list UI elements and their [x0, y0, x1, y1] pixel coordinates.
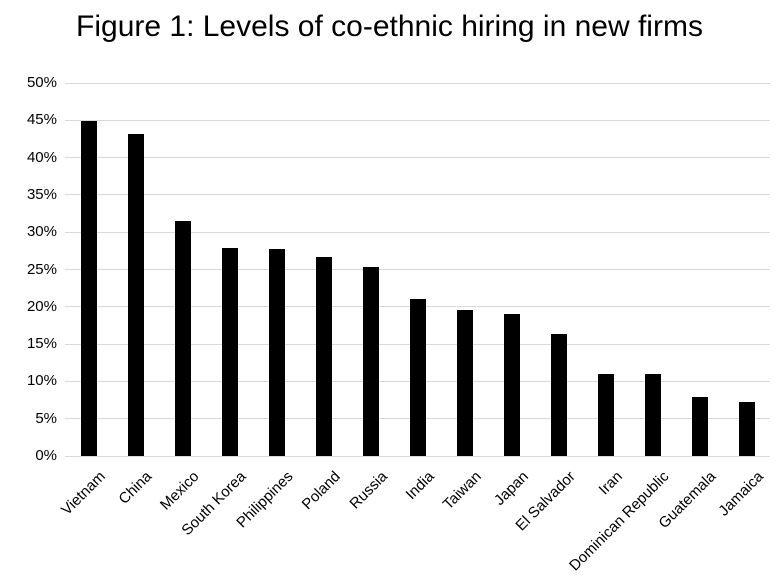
- y-axis-tick-label-50: 50%: [26, 74, 57, 91]
- y-axis-tick-label-15: 15%: [26, 335, 57, 353]
- x-axis-tick-label-russia: Russia: [346, 468, 391, 513]
- bar-philippines: [268, 249, 285, 456]
- bar-russia: [362, 266, 379, 456]
- bar-iran: [597, 373, 614, 456]
- x-axis-tick-label-taiwan: Taiwan: [439, 468, 485, 514]
- x-axis-tick-label-vietnam: Vietnam: [57, 468, 109, 519]
- chart-title: Figure 1: Levels of co-ethnic hiring in …: [76, 10, 703, 43]
- bar-china: [127, 133, 144, 456]
- x-axis-tick-label-china: China: [115, 468, 156, 508]
- bar-guatemala: [691, 397, 708, 456]
- gridline-40: [65, 157, 770, 159]
- plot-area: Vietnam China Mexico South Korea Philippines…: [58, 82, 770, 574]
- gridline-50: [65, 82, 770, 84]
- gridline-45: [65, 119, 770, 121]
- x-axis-tick-label-mexico: Mexico: [156, 468, 203, 514]
- y-axis-tick-label-20: 20%: [26, 297, 57, 315]
- x-axis-tick-label-iran: Iran: [595, 468, 626, 499]
- gridline-30: [65, 231, 770, 233]
- x-axis-tick-label-poland: Poland: [298, 468, 344, 514]
- x-axis-tick-label-jamaica: Jamaica: [715, 468, 767, 520]
- gridline-0: [65, 455, 770, 457]
- bar-vietnam: [80, 121, 97, 456]
- bar-india: [409, 298, 426, 456]
- bar-taiwan: [456, 309, 473, 456]
- bar-jamaica: [738, 402, 755, 456]
- y-axis-tick-label-25: 25%: [26, 260, 57, 278]
- x-axis-tick-label-india: India: [402, 468, 438, 504]
- y-axis-tick-label-45: 45%: [26, 111, 57, 129]
- bar-el-salvador: [550, 333, 567, 456]
- bar-dominican-republic: [644, 373, 661, 456]
- y-axis-tick-label-40: 40%: [26, 148, 57, 166]
- bar-japan: [503, 314, 520, 456]
- bar-mexico: [174, 221, 191, 456]
- y-axis-tick-label-30: 30%: [26, 223, 57, 241]
- bar-south-korea: [221, 247, 238, 456]
- y-axis-tick-label-35: 35%: [26, 185, 57, 203]
- x-axis-tick-label-japan: Japan: [490, 468, 532, 509]
- bar-poland: [315, 256, 332, 456]
- y-axis-tick-label-10: 10%: [26, 372, 57, 390]
- y-axis-tick-label-5: 5%: [35, 409, 57, 427]
- y-axis-tick-label-0: 0%: [35, 447, 57, 464]
- gridline-35: [65, 194, 770, 196]
- gridline-25: [65, 269, 770, 270]
